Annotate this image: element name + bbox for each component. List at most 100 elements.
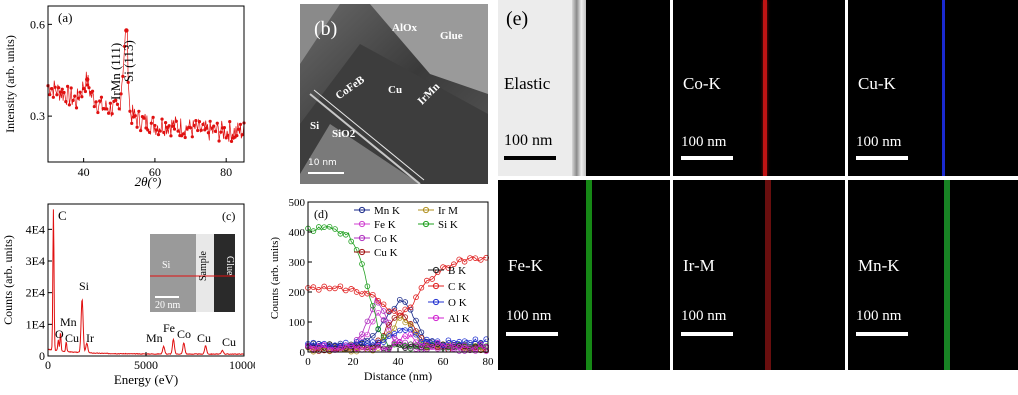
- panel-c-xlabel: Energy (eV): [114, 372, 178, 387]
- panel-d-point: [478, 341, 484, 348]
- panel-a-chart: (a) IrMn (111) Si (113) 2θ(°) Intensity …: [3, 5, 246, 189]
- panel-c-peak-ir: Ir: [86, 331, 94, 345]
- panel-a-ylabel: Intensity (arb. units): [3, 35, 17, 133]
- panel-d-point: [359, 339, 365, 346]
- panel-d-legend-label: Al K: [448, 313, 470, 325]
- panel-d-point: [413, 294, 419, 301]
- panel-b-cu-label: Cu: [388, 84, 403, 96]
- panel-d-point: [397, 296, 403, 303]
- panel-a-point: [121, 74, 125, 78]
- panel-a-xtick-label: 60: [149, 165, 161, 179]
- panel-a-annotation-irmn: IrMn (111): [108, 43, 123, 100]
- panel-a-xtick-label: 80: [220, 165, 232, 179]
- panel-a-point: [199, 128, 203, 132]
- panel-a-point: [67, 103, 71, 107]
- panel-a-point: [108, 101, 112, 105]
- panel-a-point: [60, 87, 64, 91]
- panel-c-peak-fe: Fe: [163, 321, 175, 335]
- panel-a-point: [80, 95, 84, 99]
- panel-a-point: [204, 126, 209, 130]
- panel-a-point: [142, 116, 146, 120]
- panel-d-legend-marker: [358, 220, 366, 228]
- panel-d-point: [386, 308, 392, 314]
- panel-d-point: [472, 346, 479, 352]
- panel-d-point: [386, 333, 392, 339]
- panel-d-point: [337, 342, 344, 349]
- panel-d-legend-marker: [422, 206, 430, 214]
- panel-d-point: [353, 345, 360, 352]
- panel-c-inset: Si Sample Glue 20 nm: [150, 234, 235, 312]
- panel-a-point: [119, 92, 123, 96]
- panel-d-point: [321, 224, 327, 230]
- map-tile-fe: Fe-K 100 nm: [498, 180, 670, 370]
- panel-d-point: [380, 308, 387, 314]
- panel-d-point: [348, 286, 354, 292]
- panel-d-legend-marker: [432, 298, 440, 306]
- panel-d-xtick-label: 40: [393, 356, 405, 368]
- panel-a-point: [149, 121, 153, 125]
- panel-a-point: [105, 107, 109, 111]
- panel-a-point: [94, 100, 98, 104]
- panel-d-legend-marker: [432, 266, 440, 274]
- panel-d-legend-label: Cu K: [374, 247, 398, 259]
- panel-d-point: [370, 291, 376, 298]
- panel-d-point: [467, 255, 473, 261]
- panel-a-point: [135, 125, 139, 129]
- panel-a-point: [237, 127, 241, 131]
- panel-d-point: [451, 344, 457, 351]
- panel-a-point: [183, 135, 187, 140]
- panel-d-point: [402, 306, 409, 313]
- panel-a-point: [215, 121, 219, 125]
- panel-a-point: [128, 109, 132, 113]
- panel-d-xtick-label: 60: [438, 356, 450, 368]
- panel-d-point: [348, 238, 354, 245]
- inset-sample-label: Sample: [198, 250, 209, 281]
- panel-d-point: [445, 342, 452, 349]
- panel-d-legend-label: Fe K: [374, 219, 396, 231]
- panel-d-point: [337, 230, 344, 237]
- panel-a-point: [96, 110, 100, 115]
- panel-a-point: [90, 89, 95, 93]
- panel-d-point: [445, 265, 452, 271]
- panel-a-point: [78, 90, 82, 94]
- panel-a-point: [188, 126, 193, 130]
- panel-d-point: [407, 345, 414, 352]
- panel-d-point: [397, 310, 403, 316]
- panel-d-point: [315, 224, 322, 230]
- panel-b-scalebar: [308, 172, 344, 174]
- panel-d-point: [429, 276, 436, 282]
- panel-d-point: [375, 326, 381, 332]
- panel-d-point: [456, 344, 463, 350]
- panel-a-point: [213, 129, 218, 133]
- map-tile-cu: Cu-K 100 nm: [848, 0, 1018, 176]
- panel-d-point: [461, 258, 468, 265]
- panel-c-peak-cu3: Cu: [222, 335, 236, 349]
- panel-b-scale-label: 10 nm: [308, 158, 337, 168]
- panel-d-legend-marker: [422, 220, 430, 228]
- panel-c-xtick-label: 5000: [134, 358, 158, 372]
- panel-d-point: [451, 261, 457, 268]
- panel-a-point: [57, 86, 61, 90]
- panel-c-peak-o: O: [55, 327, 64, 341]
- panel-c-ylabel: Counts (arb. units): [1, 235, 15, 325]
- panel-a-ytick-label: 0.3: [30, 109, 45, 123]
- scalebar-ir: [681, 332, 733, 336]
- panel-a-point: [62, 90, 66, 95]
- panel-d-point: [402, 345, 409, 351]
- panel-d-point: [375, 342, 381, 349]
- panel-d-point: [364, 345, 371, 351]
- panel-a-point: [49, 86, 54, 91]
- panel-d-point: [315, 343, 322, 350]
- panel-a-point: [219, 130, 223, 134]
- panel-a-point: [174, 119, 178, 123]
- panel-d-point: [434, 339, 441, 346]
- panel-d-point: [397, 342, 403, 348]
- panel-a-point: [117, 107, 121, 111]
- panel-d-ytick-label: 100: [289, 317, 306, 329]
- panel-d-point: [445, 337, 452, 344]
- panel-d-point: [326, 224, 333, 230]
- panel-d-legend-label: Co K: [374, 233, 398, 245]
- panel-d-ytick-label: 400: [289, 227, 306, 239]
- panel-c-chart: C O Mn Cu Si Ir Mn Fe Co Cu Cu (c) Energ…: [1, 203, 255, 387]
- panel-d-point: [418, 329, 425, 336]
